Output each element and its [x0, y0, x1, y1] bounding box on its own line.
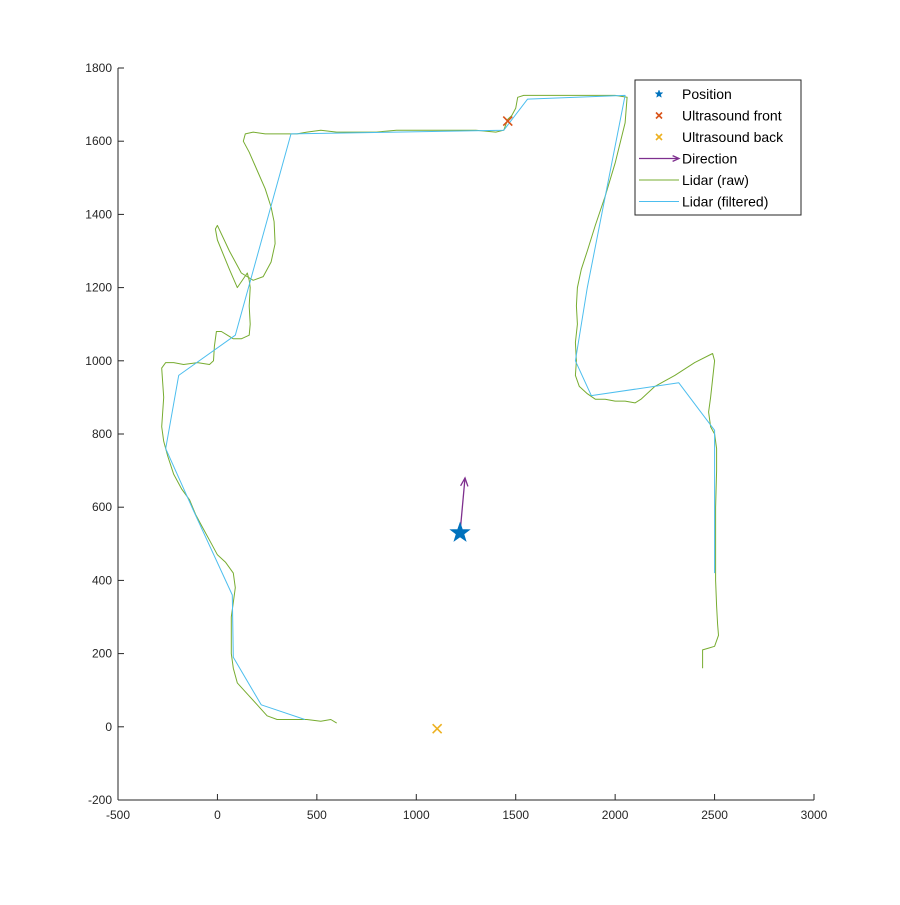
ultrasound-front-marker: [502, 116, 513, 127]
x-tick-label: -500: [106, 808, 130, 822]
legend-label: Ultrasound back: [682, 129, 784, 145]
legend-entry-lidar-raw: Lidar (raw): [639, 172, 749, 188]
legend-x-icon-stroke-b: [655, 133, 663, 141]
y-tick-label: 0: [105, 720, 112, 734]
y-tick-label: 1600: [85, 134, 112, 148]
x-tick-label: 3000: [801, 808, 828, 822]
legend-star-icon: [654, 89, 664, 98]
x-tick-label: 500: [307, 808, 327, 822]
legend-entry-ultrasound-front: Ultrasound front: [655, 108, 782, 124]
legend-entry-ultrasound-back: Ultrasound back: [655, 129, 784, 145]
legend-label: Ultrasound front: [682, 108, 782, 124]
legend-box: [634, 79, 802, 216]
x-tick-label: 2500: [701, 808, 728, 822]
legend-entry-lidar-filtered: Lidar (filtered): [639, 194, 768, 210]
direction-arrow: [459, 476, 469, 533]
legend-entry-position: Position: [654, 86, 732, 102]
legend-x-icon-stroke-b: [655, 111, 663, 120]
legend-label: Position: [682, 86, 732, 102]
y-tick-label: 600: [92, 500, 112, 514]
legend-arrow-icon: [639, 155, 681, 162]
legend-label: Lidar (raw): [682, 172, 749, 188]
x-tick-label: 1000: [403, 808, 430, 822]
y-tick-label: 400: [92, 573, 112, 587]
legend: Position Ultrasound front Ultrasound back D…: [634, 79, 802, 216]
y-tick-label: 1800: [85, 61, 112, 75]
direction-arrow-shaft: [459, 477, 466, 533]
plot-area: [161, 94, 719, 734]
x-tick-label: 0: [214, 808, 221, 822]
lidar-filtered-line: [165, 94, 716, 720]
direction-arrow-head: [460, 476, 469, 487]
y-tick-label: 1200: [85, 281, 112, 295]
legend-label: Lidar (filtered): [682, 194, 768, 210]
legend-label: Direction: [682, 151, 737, 167]
legend-x-icon: [655, 133, 663, 141]
ultrasound-back-marker: [432, 723, 443, 734]
ultrasound-front-marker-stroke-b: [502, 116, 513, 127]
x-tick-label: 1500: [502, 808, 529, 822]
legend-x-icon: [655, 111, 663, 120]
y-tick-label: 1000: [85, 354, 112, 368]
position-marker: [449, 521, 471, 542]
y-tick-label: 1400: [85, 207, 112, 221]
x-tick-label: 2000: [602, 808, 629, 822]
y-tick-label: -200: [88, 793, 112, 807]
axes: -500 0 500 1000 1500 2000 2500 3000 -200 0 200 400 6…: [85, 61, 827, 822]
ultrasound-back-marker-stroke-b: [432, 723, 443, 734]
y-tick-label: 800: [92, 427, 112, 441]
legend-entry-direction: Direction: [639, 151, 737, 167]
legend-arrow-icon-head: [672, 155, 681, 162]
lidar-raw-line: [161, 94, 719, 724]
y-tick-label: 200: [92, 647, 112, 661]
